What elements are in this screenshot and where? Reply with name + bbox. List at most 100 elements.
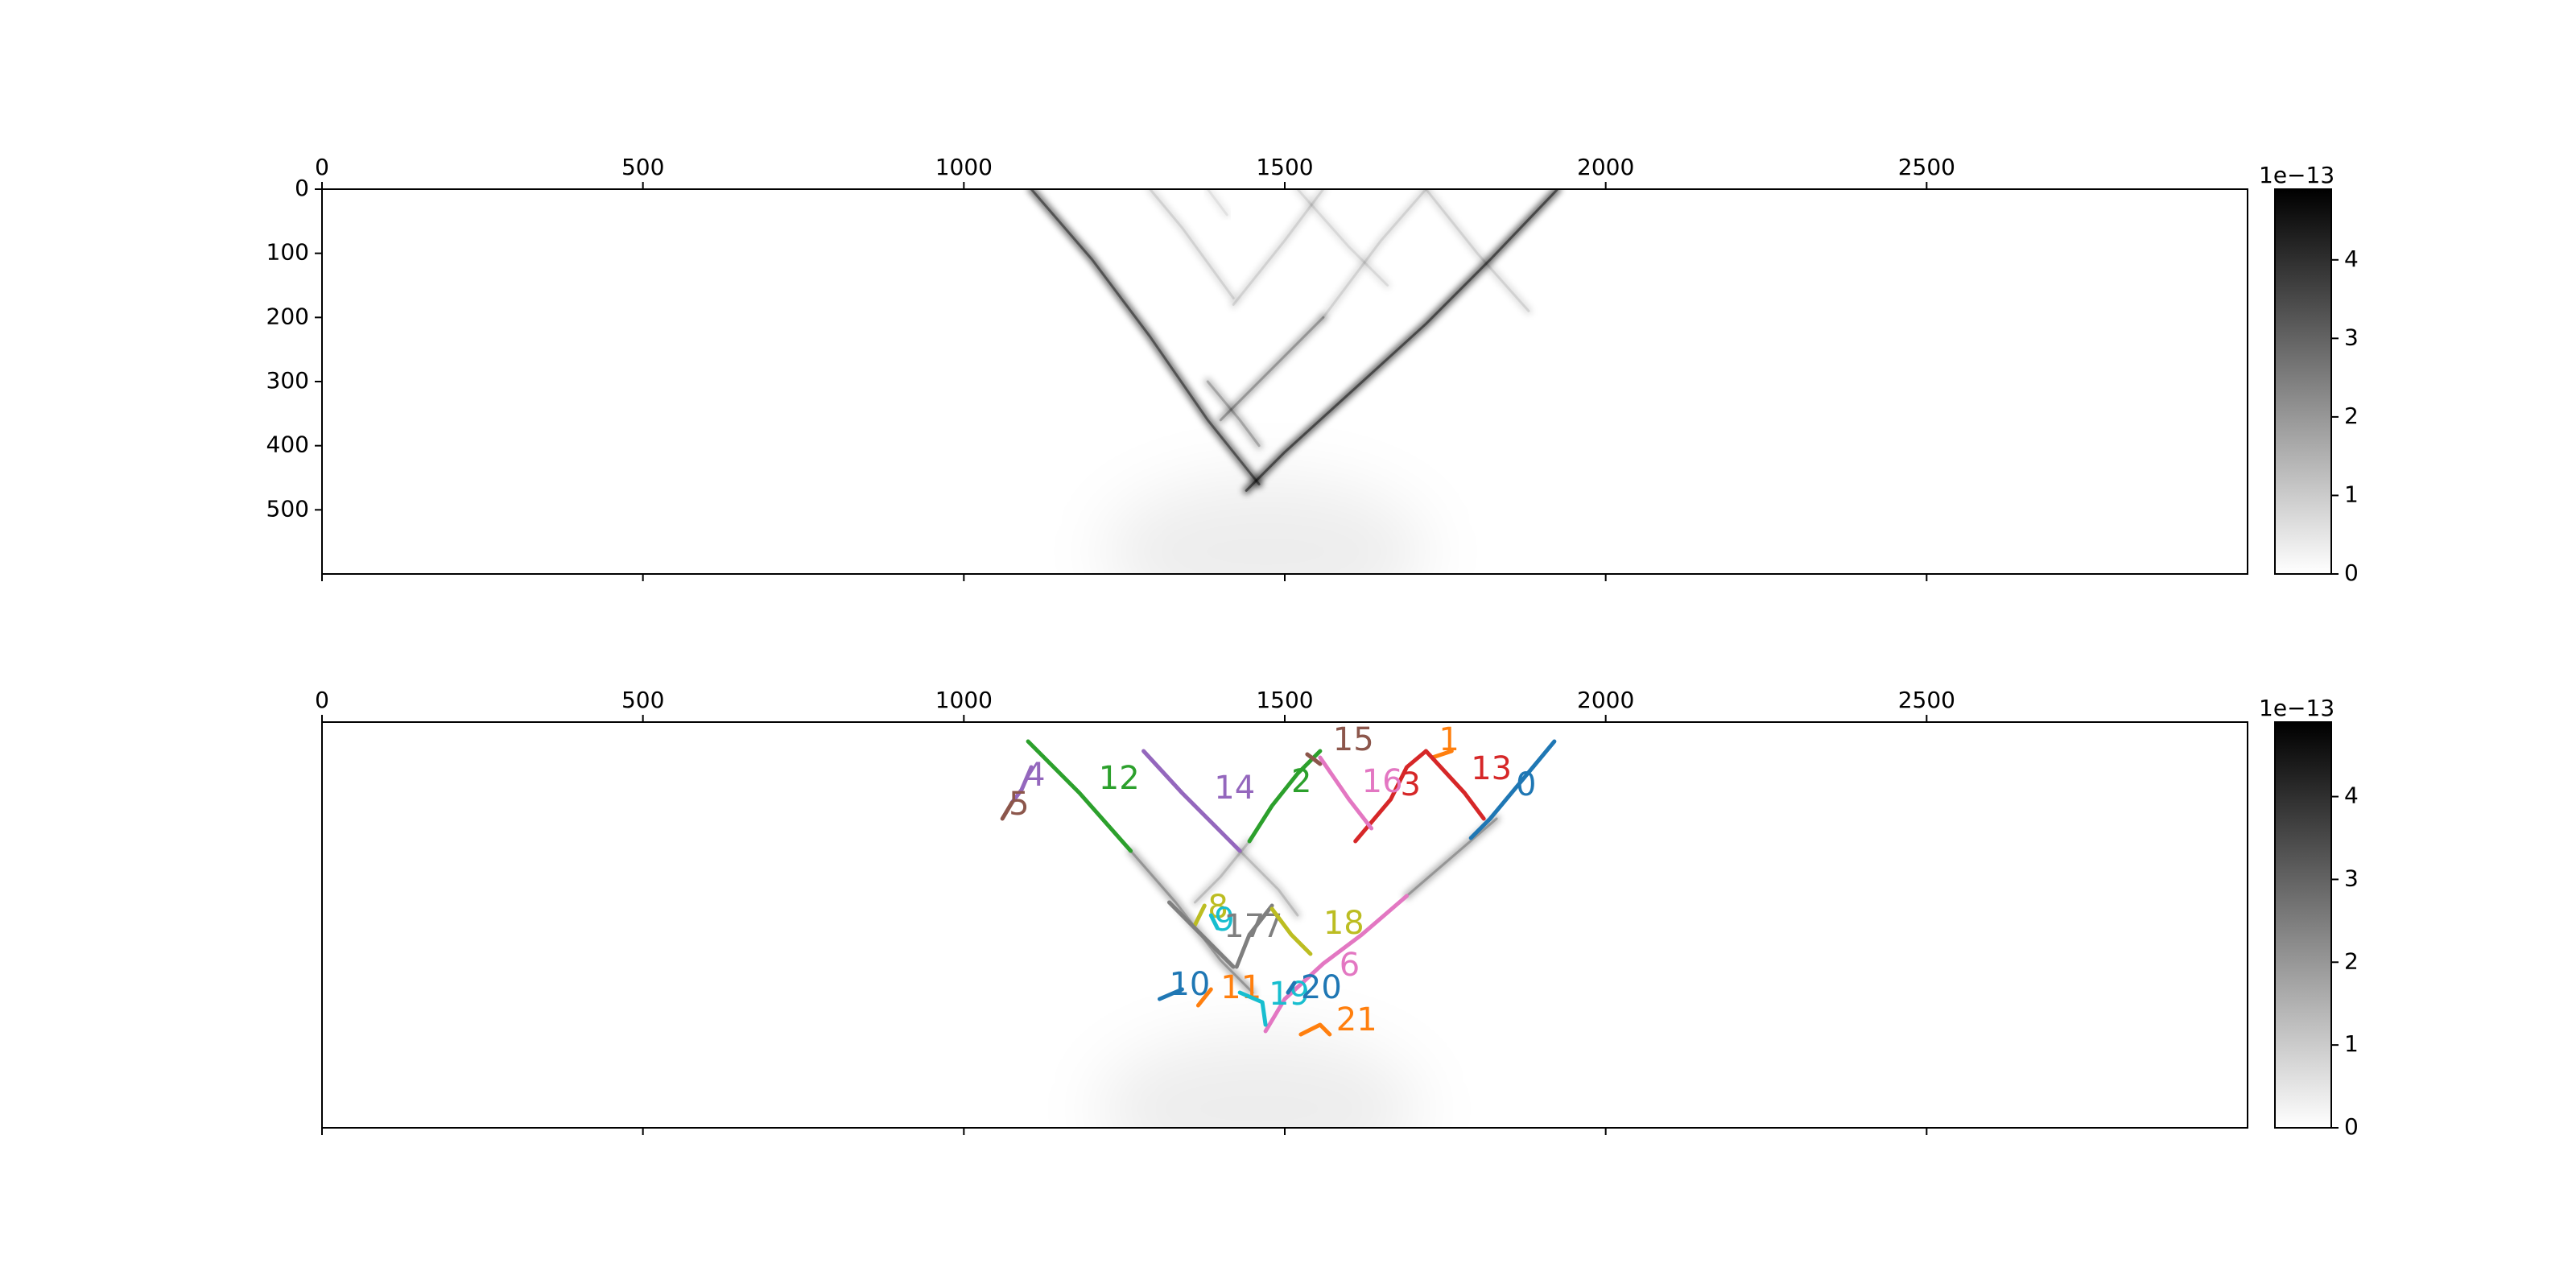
- colorbar-tick-label-3: 3: [2344, 324, 2359, 350]
- ridge-8: [1203, 378, 1263, 450]
- track-15: [1305, 752, 1323, 766]
- focus-blob: [1098, 1036, 1421, 1128]
- x-tick-label-2000: 2000: [1577, 154, 1634, 180]
- track-4: [1009, 765, 1034, 805]
- colorbar-tick-label-4: 4: [2344, 246, 2359, 272]
- track-label-21: 21: [1336, 1001, 1377, 1038]
- x-tick-label-0: 0: [315, 154, 329, 180]
- ridge-core-6: [1424, 189, 1530, 312]
- ridge-core-5: [1322, 189, 1427, 319]
- track-label-16: 16: [1362, 763, 1403, 800]
- ridge-core-1: [1245, 189, 1559, 492]
- track-label-5: 5: [1009, 786, 1029, 823]
- track-label-6: 6: [1340, 947, 1360, 984]
- focus-blob: [1104, 479, 1427, 574]
- x-tick-label-0: 0: [315, 687, 329, 713]
- ridge-1: [1242, 189, 1562, 494]
- heatmap-image: [964, 189, 1606, 574]
- track-21: [1298, 1022, 1332, 1037]
- track-label-9: 9: [1214, 902, 1234, 939]
- y-tick-label-0: 0: [295, 175, 309, 201]
- ridge-9: [1203, 189, 1231, 219]
- track-14: [1141, 749, 1242, 853]
- colorbar-exponent: 1e−13: [2259, 162, 2334, 188]
- colorbar-tick-label-0: 0: [2344, 1113, 2359, 1140]
- colorbar-tick-label-4: 4: [2344, 782, 2359, 809]
- colorbar-tick-label-1: 1: [2344, 1030, 2359, 1057]
- ridge-5: [1319, 189, 1430, 321]
- colorbar: 0 1 2 3 4 1e−13: [2259, 162, 2359, 586]
- track-label-3: 3: [1401, 766, 1421, 803]
- ridge-core-4: [1296, 189, 1389, 287]
- track-label-15: 15: [1333, 721, 1374, 758]
- x-tick-label-2500: 2500: [1898, 154, 1955, 180]
- y-tick-label-400: 400: [266, 431, 309, 458]
- ridge-core-1: [1406, 817, 1498, 898]
- track-5: [1000, 800, 1014, 821]
- ridge-4: [1294, 189, 1392, 289]
- track-label-17: 17: [1224, 908, 1265, 945]
- ridge-core-3: [1238, 849, 1299, 917]
- track-12: [1026, 739, 1133, 853]
- track-20: [1286, 980, 1297, 995]
- colorbar-tick-label-3: 3: [2344, 865, 2359, 891]
- track-label-1: 1: [1439, 721, 1459, 758]
- x-tick-label-1000: 1000: [935, 687, 993, 713]
- track-0: [1468, 739, 1557, 840]
- track-16: [1318, 755, 1374, 831]
- track-label-12: 12: [1099, 760, 1140, 797]
- colorbar-tick-label-2: 2: [2344, 402, 2359, 429]
- track-7: [1234, 903, 1274, 969]
- track-13: [1423, 749, 1486, 821]
- y-tick-label-100: 100: [266, 239, 309, 266]
- track-6: [1263, 894, 1409, 1034]
- colorbar-gradient: [2274, 188, 2332, 575]
- track-18: [1269, 906, 1313, 956]
- track-label-20: 20: [1301, 969, 1342, 1006]
- colorbar-tick-label-1: 1: [2344, 481, 2359, 507]
- ridge-core-0: [1030, 189, 1261, 485]
- track-label-0: 0: [1516, 766, 1536, 803]
- y-tick-label-500: 500: [266, 495, 309, 522]
- track-9: [1208, 913, 1220, 931]
- x-tick-label-2500: 2500: [1898, 687, 1955, 713]
- track-10: [1158, 987, 1184, 1001]
- track-label-19: 19: [1269, 976, 1310, 1013]
- track-17: [1167, 900, 1236, 969]
- y-tick-label-300: 300: [266, 367, 309, 394]
- ridge-core-9: [1206, 189, 1228, 217]
- x-tick-label-2000: 2000: [1577, 687, 1634, 713]
- colorbar-tick-label-0: 0: [2344, 559, 2359, 586]
- x-tick-label-1500: 1500: [1256, 154, 1313, 180]
- ridge-6: [1422, 189, 1533, 315]
- track-1: [1430, 749, 1454, 760]
- x-tick-label-500: 500: [621, 154, 664, 180]
- track-label-2: 2: [1291, 763, 1311, 800]
- track-2: [1247, 749, 1323, 844]
- x-tick-label-500: 500: [621, 687, 664, 713]
- panel-top: 0 500 1000 1500 2000 2500 0 100 200 300 400 500 0 1 2 3…: [266, 154, 2359, 586]
- colorbar-tick-label-2: 2: [2344, 947, 2359, 974]
- ridge-1: [1403, 815, 1501, 900]
- track-8: [1192, 903, 1207, 927]
- colorbar-exponent: 1e−13: [2259, 695, 2334, 721]
- colorbar: 0 1 2 3 4 1e−13: [2259, 695, 2359, 1140]
- colorbar-gradient: [2274, 721, 2332, 1129]
- x-tick-label-1500: 1500: [1256, 687, 1313, 713]
- ridge-core-8: [1206, 380, 1261, 448]
- track-19: [1237, 990, 1268, 1027]
- track-label-7: 7: [1262, 908, 1282, 945]
- ridge-core-2: [1149, 189, 1235, 299]
- ridge-0: [1027, 189, 1263, 488]
- track-label-14: 14: [1214, 770, 1255, 807]
- track-label-13: 13: [1471, 750, 1512, 787]
- track-11: [1195, 987, 1213, 1008]
- track-label-4: 4: [1025, 757, 1045, 794]
- track-3: [1353, 749, 1428, 844]
- ridge-2: [1146, 189, 1237, 302]
- track-label-18: 18: [1323, 905, 1364, 942]
- x-tick-label-1000: 1000: [935, 154, 993, 180]
- ridge-3: [1236, 847, 1302, 919]
